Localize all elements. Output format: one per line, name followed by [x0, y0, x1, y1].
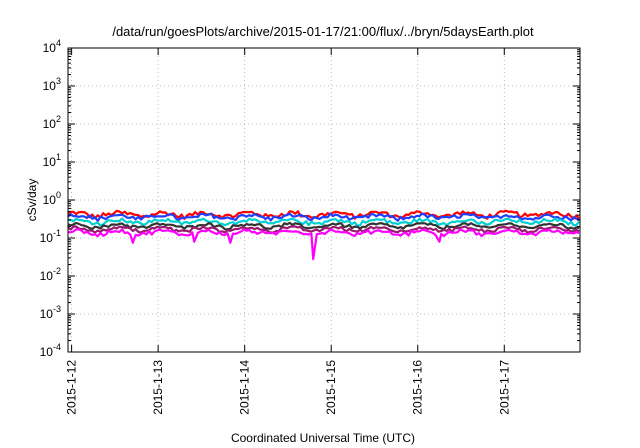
y-tick-label: 102	[43, 114, 61, 131]
x-tick-label: 2015-1-12	[65, 360, 79, 415]
y-tick-label: 10-2	[40, 266, 61, 283]
x-tick-label: 2015-1-14	[238, 360, 252, 415]
y-tick-label: 104	[43, 38, 61, 55]
series-group	[67, 209, 580, 261]
series-line	[67, 228, 580, 261]
series-line	[67, 217, 580, 227]
series-line	[67, 221, 580, 231]
chart-title: /data/run/goesPlots/archive/2015-01-17/2…	[112, 24, 534, 39]
grid	[68, 48, 580, 352]
y-tick-label: 100	[43, 190, 61, 207]
series-line	[67, 212, 580, 223]
series-line	[67, 225, 580, 234]
x-tick-label: 2015-1-17	[497, 360, 511, 415]
y-tick-label: 10-4	[40, 342, 61, 359]
x-axis-label: Coordinated Universal Time (UTC)	[231, 431, 415, 445]
y-tick-label: 10-3	[40, 304, 61, 321]
y-tick-label: 101	[43, 152, 61, 169]
y-tick-label: 103	[43, 76, 61, 93]
x-tick-label: 2015-1-16	[411, 360, 425, 415]
y-axis-label: cSv/day	[25, 179, 39, 222]
x-tick-label: 2015-1-15	[324, 360, 338, 415]
y-tick-label: 10-1	[40, 228, 61, 245]
x-tick-label: 2015-1-13	[151, 360, 165, 415]
